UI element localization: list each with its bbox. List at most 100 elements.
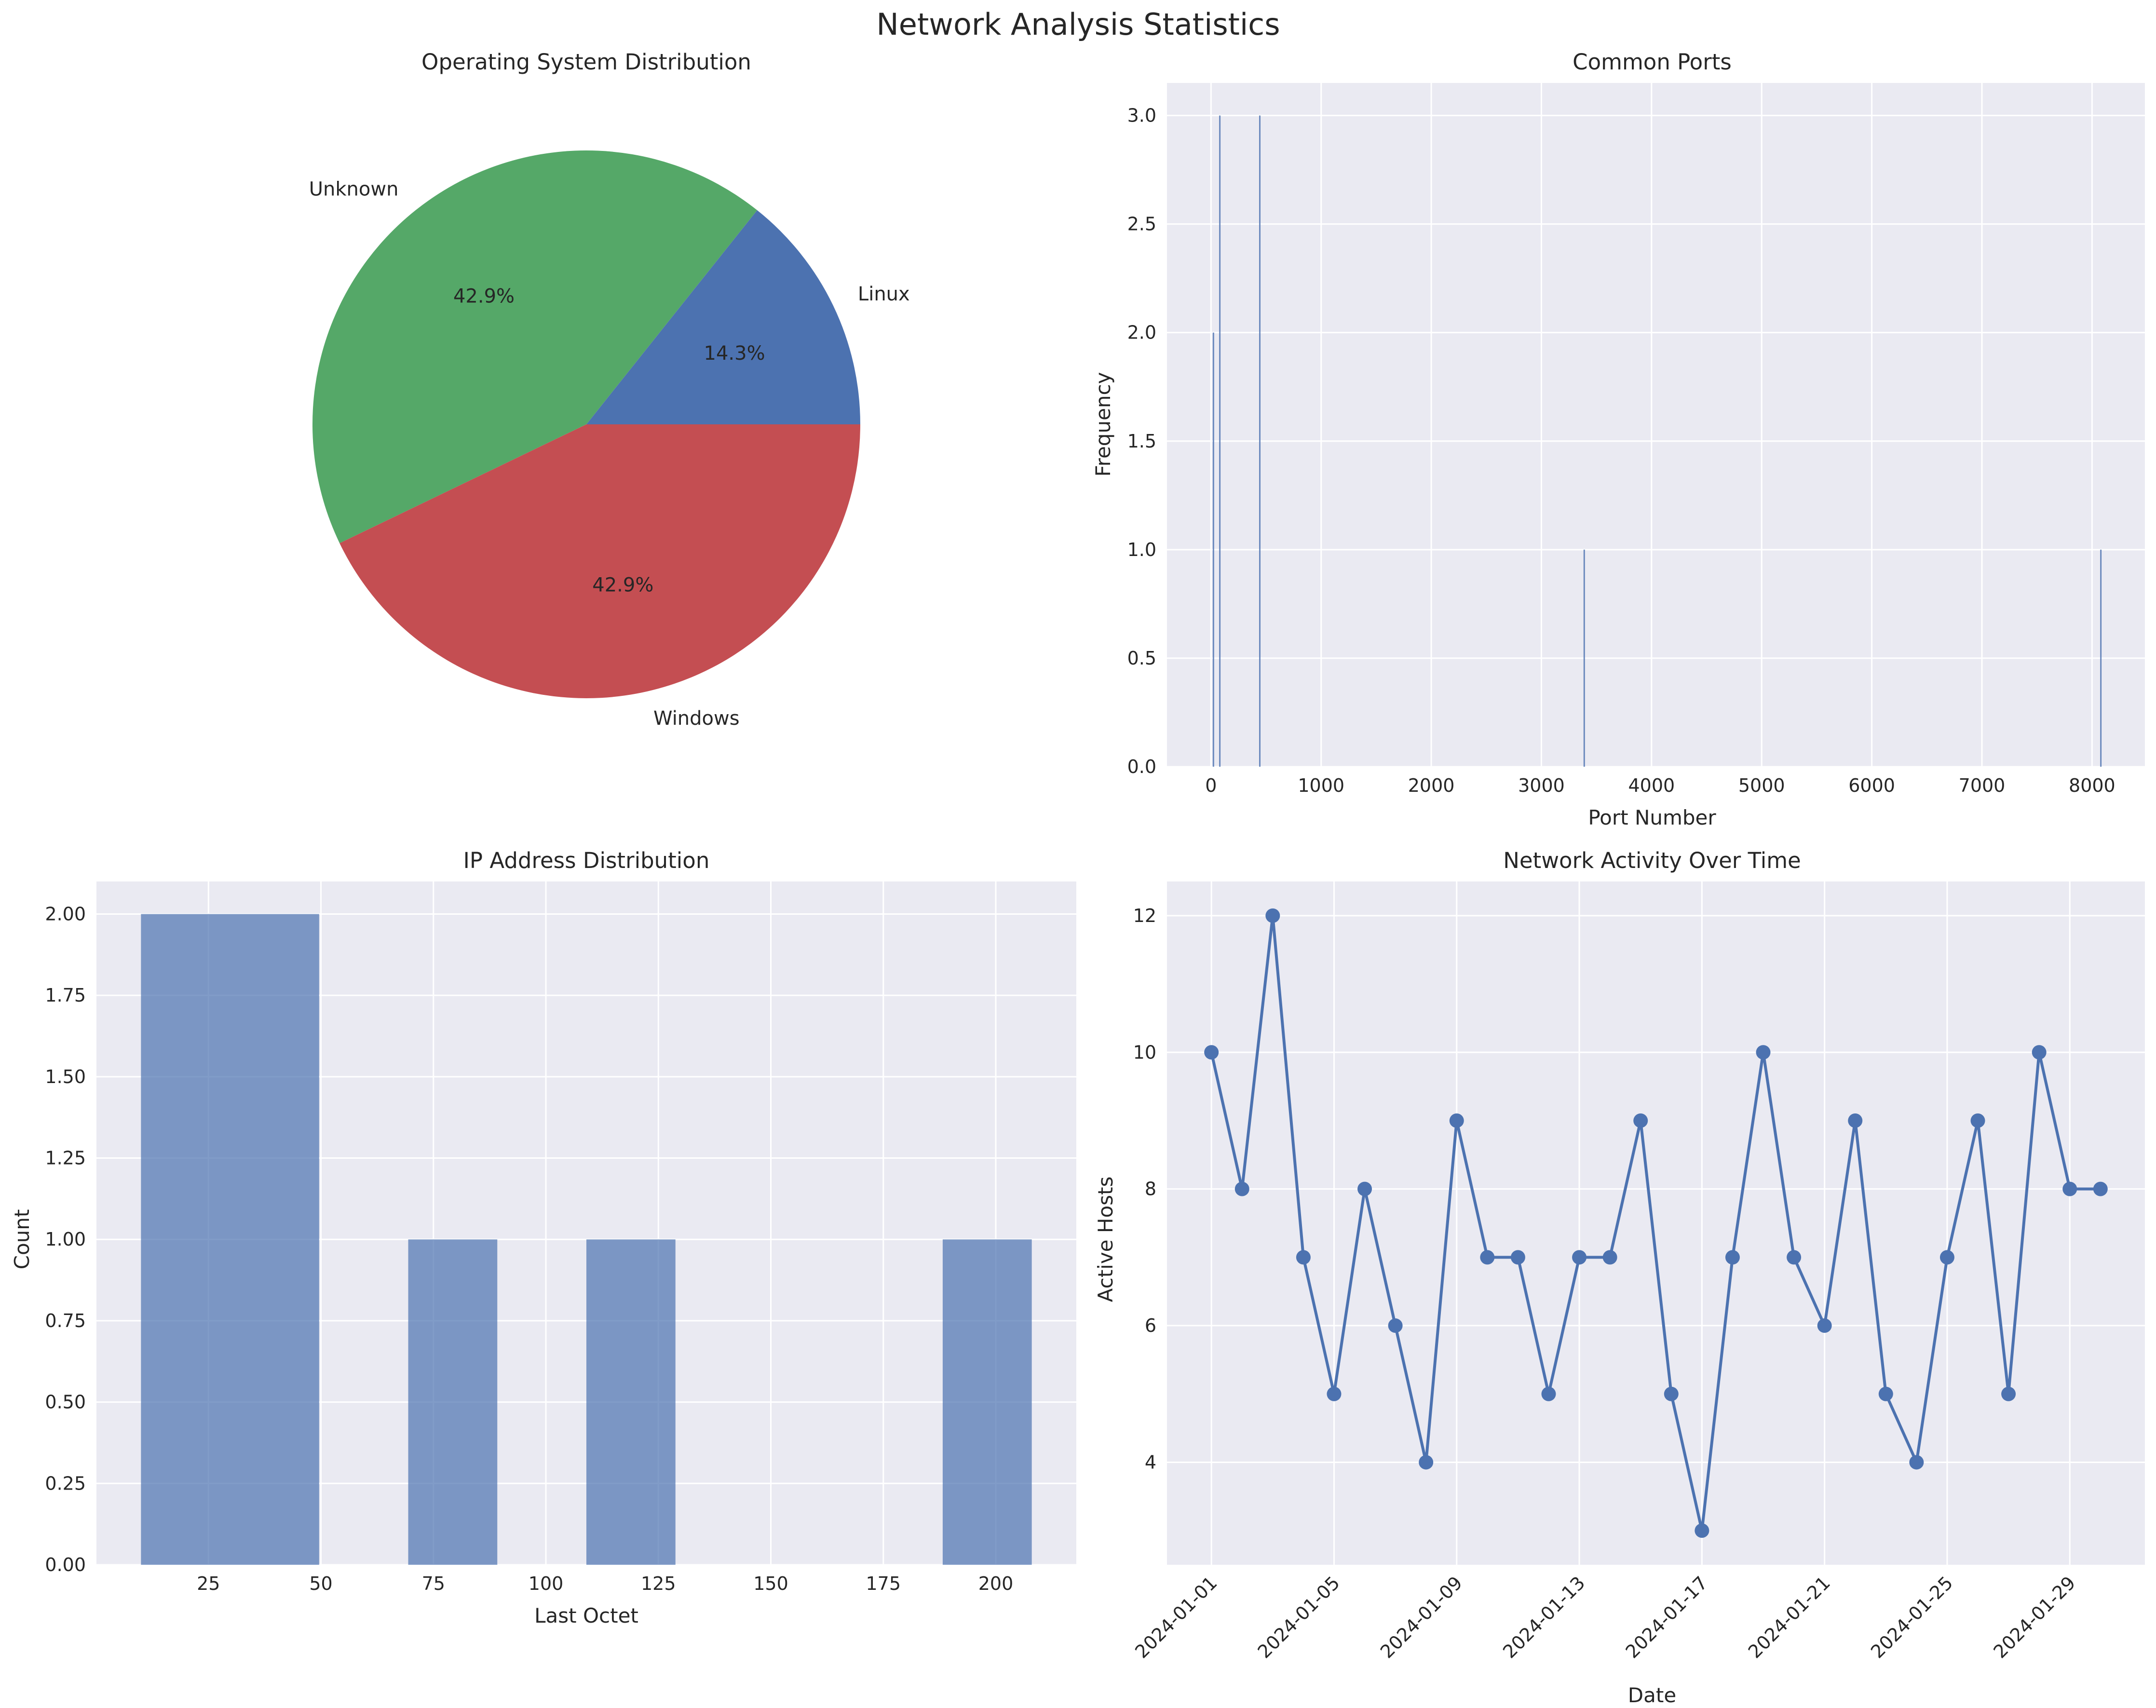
ip-y-axis-label: Count — [10, 1209, 34, 1270]
activity-point-2024-01-12 — [1541, 1386, 1556, 1401]
ports-y-tick-label: 2.5 — [1127, 214, 1156, 235]
ip-histogram-bar-0 — [141, 914, 319, 1565]
activity-y-tick-label: 10 — [1133, 1042, 1156, 1063]
ip-x-tick-label: 25 — [197, 1573, 220, 1594]
activity-point-2024-01-06 — [1357, 1181, 1372, 1196]
activity-y-tick-label: 4 — [1145, 1451, 1156, 1473]
activity-point-2024-01-24 — [1909, 1455, 1924, 1470]
ports-bar-443 — [1259, 115, 1261, 767]
ip-x-tick-label: 50 — [309, 1573, 332, 1594]
ports-x-tick-label: 8000 — [2069, 775, 2115, 796]
ports-bar-panel: Common Ports 0 1000 2000 3000 4000 5000 6000 70… — [1091, 49, 2145, 829]
ip-histogram-bar-1 — [408, 1239, 498, 1565]
pie-label-unknown: Unknown — [309, 178, 399, 201]
activity-point-2024-01-05 — [1327, 1386, 1342, 1401]
activity-point-2024-01-25 — [1939, 1250, 1954, 1265]
pie-percent-windows: 42.9% — [592, 574, 653, 596]
ports-x-tick-label: 4000 — [1628, 775, 1675, 796]
ip-y-tick-label: 1.50 — [45, 1066, 86, 1087]
ports-bar-22 — [1212, 332, 1214, 767]
ports-x-tick-label: 7000 — [1959, 775, 2006, 796]
pie-slice-unknown — [312, 150, 758, 543]
ports-y-tick-label: 1.5 — [1127, 431, 1156, 452]
activity-point-2024-01-14 — [1602, 1250, 1617, 1265]
os-pie-slices — [312, 150, 860, 699]
ip-y-tick-label: 0.75 — [45, 1310, 86, 1331]
ip-histogram-bar-2 — [586, 1239, 676, 1565]
ip-x-tick-label: 200 — [978, 1573, 1014, 1594]
os-pie-labels: Linux 14.3% Unknown 42.9% Windows 42.9% — [309, 178, 910, 730]
activity-point-2024-01-09 — [1449, 1113, 1464, 1128]
pie-slice-windows — [339, 424, 860, 699]
activity-point-2024-01-22 — [1848, 1113, 1863, 1128]
ip-plot-area: 25 50 75 100 125 150 175 200 0.00 0.25 0.50 0.75 1.0… — [45, 881, 1076, 1594]
activity-point-2024-01-26 — [1970, 1113, 1985, 1128]
ip-y-tick-label: 1.00 — [45, 1229, 86, 1250]
activity-x-axis-label: Date — [1628, 1683, 1676, 1707]
ip-y-tick-label: 0.00 — [45, 1554, 86, 1575]
activity-point-2024-01-30 — [2093, 1181, 2108, 1196]
activity-point-2024-01-20 — [1787, 1250, 1802, 1265]
activity-point-2024-01-08 — [1419, 1455, 1434, 1470]
activity-point-2024-01-04 — [1296, 1250, 1311, 1265]
activity-y-tick-label: 12 — [1133, 905, 1156, 926]
ports-bar-3389 — [1583, 549, 1585, 767]
figure-title: Network Analysis Statistics — [876, 7, 1280, 42]
activity-point-2024-01-28 — [2032, 1045, 2047, 1060]
pie-label-linux: Linux — [858, 283, 910, 305]
ports-plot-area: 0 1000 2000 3000 4000 5000 6000 7000 8000 0.0 0.5 1… — [1127, 83, 2145, 796]
activity-point-2024-01-10 — [1480, 1250, 1495, 1265]
ip-y-tick-label: 1.25 — [45, 1148, 86, 1169]
ports-plot-background — [1167, 83, 2145, 767]
ip-x-tick-label: 125 — [641, 1573, 676, 1594]
ip-y-tick-label: 0.50 — [45, 1392, 86, 1413]
activity-point-2024-01-21 — [1817, 1318, 1832, 1333]
activity-point-2024-01-07 — [1388, 1318, 1403, 1333]
ports-x-tick-label: 1000 — [1298, 775, 1344, 796]
ports-y-axis-label: Frequency — [1091, 372, 1115, 477]
activity-y-tick-label: 8 — [1145, 1179, 1156, 1200]
ip-x-tick-label: 150 — [753, 1573, 788, 1594]
os-pie-panel: Operating System Distribution Linux 14.3%… — [309, 49, 910, 730]
activity-plot-area: 2024-01-01 2024-01-05 2024-01-09 2024-01-13… — [1131, 881, 2145, 1663]
ports-chart-title: Common Ports — [1573, 49, 1732, 75]
activity-series-line — [1210, 914, 2101, 1532]
ip-chart-title: IP Address Distribution — [463, 848, 710, 873]
ip-y-tick-label: 2.00 — [45, 903, 86, 924]
pie-percent-unknown: 42.9% — [453, 285, 515, 308]
ports-bar-80 — [1219, 115, 1221, 767]
activity-line-panel: Network Activity Over Time 2024-01-01 202… — [1094, 848, 2145, 1707]
ip-y-tick-label: 1.75 — [45, 985, 86, 1006]
activity-point-2024-01-23 — [1878, 1386, 1893, 1401]
ports-x-tick-label: 3000 — [1518, 775, 1565, 796]
activity-y-axis-label: Active Hosts — [1094, 1177, 1117, 1302]
ip-x-axis-label: Last Octet — [534, 1604, 638, 1627]
ports-x-tick-label: 2000 — [1408, 775, 1455, 796]
ip-x-tick-label: 175 — [866, 1573, 901, 1594]
ip-x-tick-label: 100 — [529, 1573, 564, 1594]
activity-point-2024-01-02 — [1234, 1181, 1249, 1196]
activity-point-2024-01-11 — [1510, 1250, 1525, 1265]
activity-point-2024-01-03 — [1265, 908, 1280, 923]
ports-y-tick-label: 2.0 — [1127, 322, 1156, 343]
activity-chart-title: Network Activity Over Time — [1503, 848, 1801, 873]
activity-point-2024-01-18 — [1725, 1250, 1740, 1265]
ip-histogram-panel: IP Address Distribution 25 50 75 100 125 150 1… — [10, 848, 1076, 1627]
pie-percent-linux: 14.3% — [704, 342, 765, 365]
activity-point-2024-01-01 — [1204, 1045, 1219, 1060]
ports-y-tick-label: 3.0 — [1127, 105, 1156, 126]
pie-label-windows: Windows — [653, 707, 740, 730]
ports-x-axis-label: Port Number — [1588, 806, 1716, 829]
activity-point-2024-01-15 — [1633, 1113, 1648, 1128]
ports-x-tick-label: 5000 — [1738, 775, 1785, 796]
activity-plot-background — [1167, 881, 2145, 1565]
ports-y-tick-label: 1.0 — [1127, 539, 1156, 560]
activity-point-2024-01-17 — [1695, 1523, 1709, 1538]
pie-slice-linux — [586, 210, 860, 424]
activity-point-2024-01-13 — [1572, 1250, 1587, 1265]
activity-point-2024-01-27 — [2001, 1386, 2016, 1401]
ports-x-tick-label: 0 — [1205, 775, 1217, 796]
ports-y-tick-label: 0.0 — [1127, 756, 1156, 777]
activity-point-2024-01-29 — [2062, 1181, 2077, 1196]
